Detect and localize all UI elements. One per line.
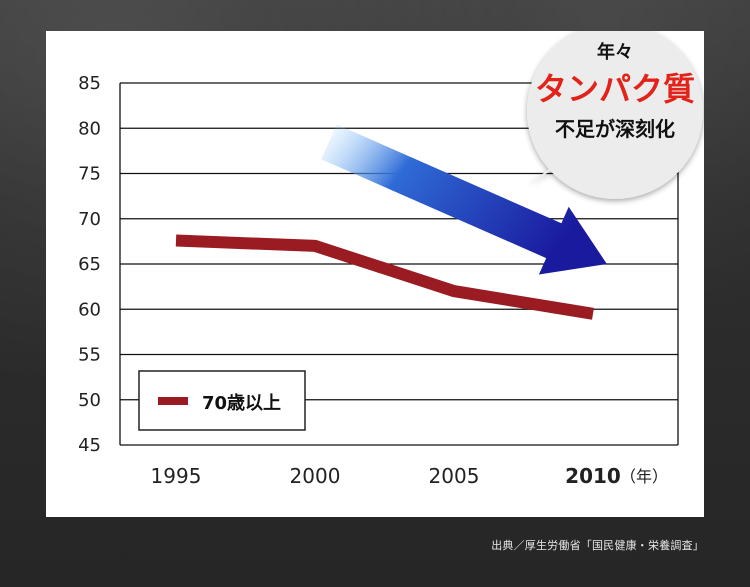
x-tick-label-1995: 1995 xyxy=(151,464,202,488)
decline-arrow-shape xyxy=(321,124,607,275)
x-axis-ticks: 1995 2000 2005 2010 （年） xyxy=(151,464,668,488)
y-tick-label-70: 70 xyxy=(78,209,101,230)
chart-panel: 45 50 55 60 65 70 75 80 85 1995 2000 2005 2010 （年） 7… xyxy=(46,31,704,517)
speech-bubble xyxy=(527,31,703,199)
decline-arrow xyxy=(321,124,607,275)
x-tick-label-2010: 2010 xyxy=(565,464,621,488)
line-chart: 45 50 55 60 65 70 75 80 85 1995 2000 2005 2010 （年） 7… xyxy=(78,31,703,488)
y-tick-label-60: 60 xyxy=(78,299,101,320)
y-tick-label-65: 65 xyxy=(78,254,101,275)
legend-label: 70歳以上 xyxy=(202,393,281,414)
series-lines xyxy=(175,234,594,320)
legend-swatch xyxy=(158,397,188,405)
gridlines xyxy=(119,82,679,446)
y-tick-label-85: 85 xyxy=(78,73,101,94)
series-line-0 xyxy=(175,234,594,320)
bubble-text-yearly: 年々 xyxy=(597,41,633,63)
y-tick-label-45: 45 xyxy=(78,435,101,456)
x-tick-label-2005: 2005 xyxy=(429,464,480,488)
legend: 70歳以上 xyxy=(138,370,306,431)
bubble-text-shortage: 不足が深刻化 xyxy=(555,117,675,141)
y-tick-label-55: 55 xyxy=(78,345,101,366)
y-tick-label-50: 50 xyxy=(78,390,101,411)
x-unit-label: （年） xyxy=(620,467,668,486)
y-tick-label-75: 75 xyxy=(78,164,101,185)
source-citation: 出典／厚生労働省「国民健康・栄養調査」 xyxy=(491,539,704,552)
x-tick-label-2000: 2000 xyxy=(290,464,341,488)
y-tick-label-80: 80 xyxy=(78,118,101,139)
bubble-text-protein: タンパク質 xyxy=(535,70,695,108)
y-axis-ticks: 45 50 55 60 65 70 75 80 85 xyxy=(78,73,101,456)
